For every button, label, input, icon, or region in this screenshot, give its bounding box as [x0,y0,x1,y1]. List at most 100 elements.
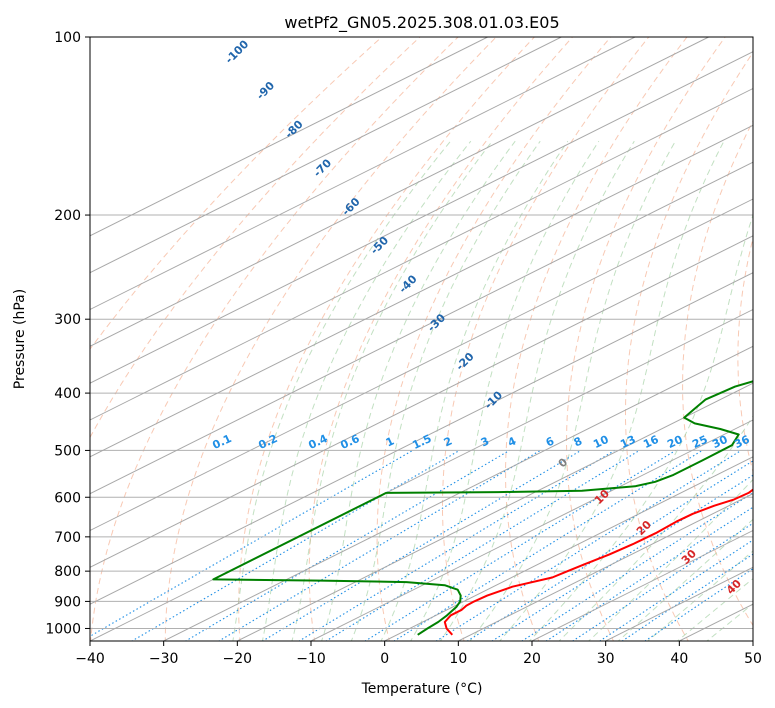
mixing-ratio-line [130,449,460,641]
mixing-ratio-line [598,539,753,641]
moist-adiabat-line [380,140,569,641]
isopleth-label: 16 [641,433,661,451]
isopleth-label: -100 [223,37,252,66]
dry-adiabat-line [90,37,383,351]
sounding-profile-line [443,488,753,636]
y-tick-label: 1000 [45,621,81,637]
y-tick-label: 300 [54,312,81,328]
chart-title: wetPf2_GN05.2025.308.01.03.E05 [284,13,559,33]
y-tick-label: 100 [54,30,81,46]
x-tick-label: 0 [380,651,389,667]
plot-frame [89,36,754,642]
isotherm-line [90,124,753,458]
mixing-ratio-line [217,449,541,641]
mixing-ratio-line [184,449,510,641]
x-tick-label: −20 [223,651,253,667]
mixing-ratio-line [298,449,615,641]
isotherm-line [163,345,753,641]
moist-adiabat-line [528,213,753,641]
isopleth-label: 25 [690,433,709,451]
y-tick-label: 800 [54,564,81,580]
isopleth-label: 10 [591,433,611,451]
isopleth-label: -40 [396,272,419,295]
moist-adiabat-line [439,140,635,641]
isopleth-label: 3 [479,434,491,449]
mixing-ratio-line [621,553,753,641]
x-tick-label: 40 [670,651,688,667]
x-tick-label: 10 [449,651,467,667]
x-tick-label: 20 [523,651,541,667]
moist-adiabat-line [291,140,493,641]
dry-adiabat-line [505,37,688,641]
mixing-ratio-line [521,492,753,641]
profile-lines [212,380,753,636]
isotherm-line [384,456,753,641]
moist-adiabat-line [469,140,676,641]
x-axis: −40 −30 −20 −10 0 10 20 30 40 50 [75,641,762,667]
y-tick-label: 700 [54,530,81,546]
isotherm-line [90,37,709,347]
y-axis: 100 200 300 400 500 600 700 800 900 1000 [45,30,90,637]
y-tick-label: 900 [54,594,81,610]
isopleth-label: 4 [506,434,519,449]
isotherm-line [458,493,753,641]
x-tick-label: −10 [296,651,326,667]
isopleth-label: 30 [710,433,730,451]
isotherm-line [90,308,753,641]
isotherm-line [90,198,753,532]
isopleth-label: 2 [442,434,454,449]
dry-adiabat-line [90,37,421,439]
sounding-profile-line [212,380,753,636]
x-tick-label: −30 [149,651,179,667]
moist-adiabat-line [321,140,516,641]
isotherm-line [90,87,753,421]
moist-adiabat-line [587,478,753,641]
isotherm-line [90,37,636,311]
dry-adiabat-line [90,37,459,641]
y-tick-label: 200 [54,208,81,224]
isotherm-gridlines [90,37,753,641]
mixing-ratio-line [325,449,640,641]
moist-adiabat-line [410,140,600,641]
isopleth-label: 1 [384,434,396,449]
y-axis-label: Pressure (hPa) [12,289,28,389]
isopleth-label: -90 [254,79,277,102]
isopleth-label: 8 [572,434,584,449]
x-tick-label: −40 [75,651,105,667]
isotherm-line [90,37,562,274]
x-axis-label: Temperature (°C) [361,681,483,697]
isopleth-label: 30 [679,547,699,567]
isopleth-label: 1.5 [410,432,433,452]
isopleth-label: 6 [544,434,557,449]
isotherm-line [90,235,753,568]
mixing-ratio-line [571,522,753,641]
isopleth-label: 36 [732,433,752,451]
isotherm-line [90,51,753,384]
isopleth-label: -30 [425,311,448,334]
mixing-ratio-line [435,449,742,641]
moist-adiabat-line [676,577,753,641]
isopleth-label: 20 [665,433,685,451]
isopleth-label: 0.1 [210,432,233,452]
isotherm-line [752,640,753,641]
dry-adiabat-line [737,236,753,474]
isopleth-label: -20 [453,350,476,373]
moist-adiabat-line [261,140,472,641]
isotherm-line [310,419,753,641]
dry-adiabat-line [682,119,753,627]
dry-adiabat-line [238,37,536,641]
mixing-ratio-line [545,506,753,641]
y-tick-label: 500 [54,443,81,459]
isopleth-label: 13 [618,433,637,451]
dry-adiabat-line [566,37,726,641]
isotherm-line [90,37,488,237]
isopleth-label: 0.6 [338,432,361,452]
isotherm-line [90,161,753,495]
moist-adiabat-line [647,550,753,641]
mixing-ratio-line [90,449,413,637]
isopleth-label: -70 [311,156,334,179]
moist-adiabat-line [232,140,451,641]
isobar-gridlines [90,37,753,629]
isopleth-labels: -100-90-80-70-60-50-40-30-20-100.1 0.2 0.4… [210,37,752,597]
